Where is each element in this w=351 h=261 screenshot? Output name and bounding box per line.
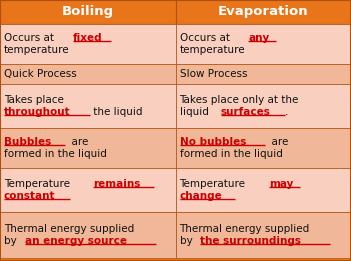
Text: remains: remains: [93, 179, 141, 189]
Text: formed in the liquid: formed in the liquid: [4, 149, 107, 159]
Text: Bubbles: Bubbles: [4, 137, 51, 147]
Bar: [0, 84, 176, 128]
Text: the surroundings: the surroundings: [200, 236, 301, 246]
Text: throughout: throughout: [4, 107, 71, 117]
Text: are: are: [265, 137, 289, 147]
Bar: [0, 64, 176, 84]
Text: Occurs at: Occurs at: [179, 33, 233, 43]
Text: the liquid: the liquid: [90, 107, 143, 117]
Text: .: .: [285, 107, 289, 117]
Bar: [176, 64, 351, 84]
Text: any: any: [248, 33, 270, 43]
Text: temperature: temperature: [4, 45, 69, 55]
Bar: [176, 24, 351, 64]
Bar: [176, 84, 351, 128]
Bar: [0, 128, 176, 168]
Text: an energy source: an energy source: [25, 236, 127, 246]
Text: Takes place: Takes place: [4, 95, 64, 105]
Text: Thermal energy supplied: Thermal energy supplied: [179, 224, 310, 234]
Text: Slow Process: Slow Process: [179, 69, 247, 79]
Bar: [176, 0, 351, 24]
Text: Temperature: Temperature: [4, 179, 73, 189]
Bar: [0, 24, 176, 64]
Text: liquid: liquid: [179, 107, 212, 117]
Text: Occurs at: Occurs at: [4, 33, 57, 43]
Text: Thermal energy supplied: Thermal energy supplied: [4, 224, 134, 234]
Text: by: by: [179, 236, 196, 246]
Text: by: by: [4, 236, 20, 246]
Text: Temperature: Temperature: [179, 179, 249, 189]
Text: are: are: [65, 137, 88, 147]
Bar: [0, 212, 176, 258]
Text: No bubbles: No bubbles: [179, 137, 246, 147]
Text: temperature: temperature: [179, 45, 245, 55]
Text: Quick Process: Quick Process: [4, 69, 77, 79]
Text: constant: constant: [4, 191, 55, 201]
Bar: [176, 212, 351, 258]
Text: surfaces: surfaces: [221, 107, 271, 117]
Text: change: change: [179, 191, 222, 201]
Text: Evaporation: Evaporation: [218, 5, 309, 19]
Text: formed in the liquid: formed in the liquid: [179, 149, 282, 159]
Bar: [176, 128, 351, 168]
Bar: [176, 168, 351, 212]
Text: Boiling: Boiling: [62, 5, 114, 19]
Text: fixed: fixed: [73, 33, 102, 43]
Text: may: may: [269, 179, 293, 189]
Bar: [0, 168, 176, 212]
Bar: [0, 0, 176, 24]
Text: Takes place only at the: Takes place only at the: [179, 95, 299, 105]
